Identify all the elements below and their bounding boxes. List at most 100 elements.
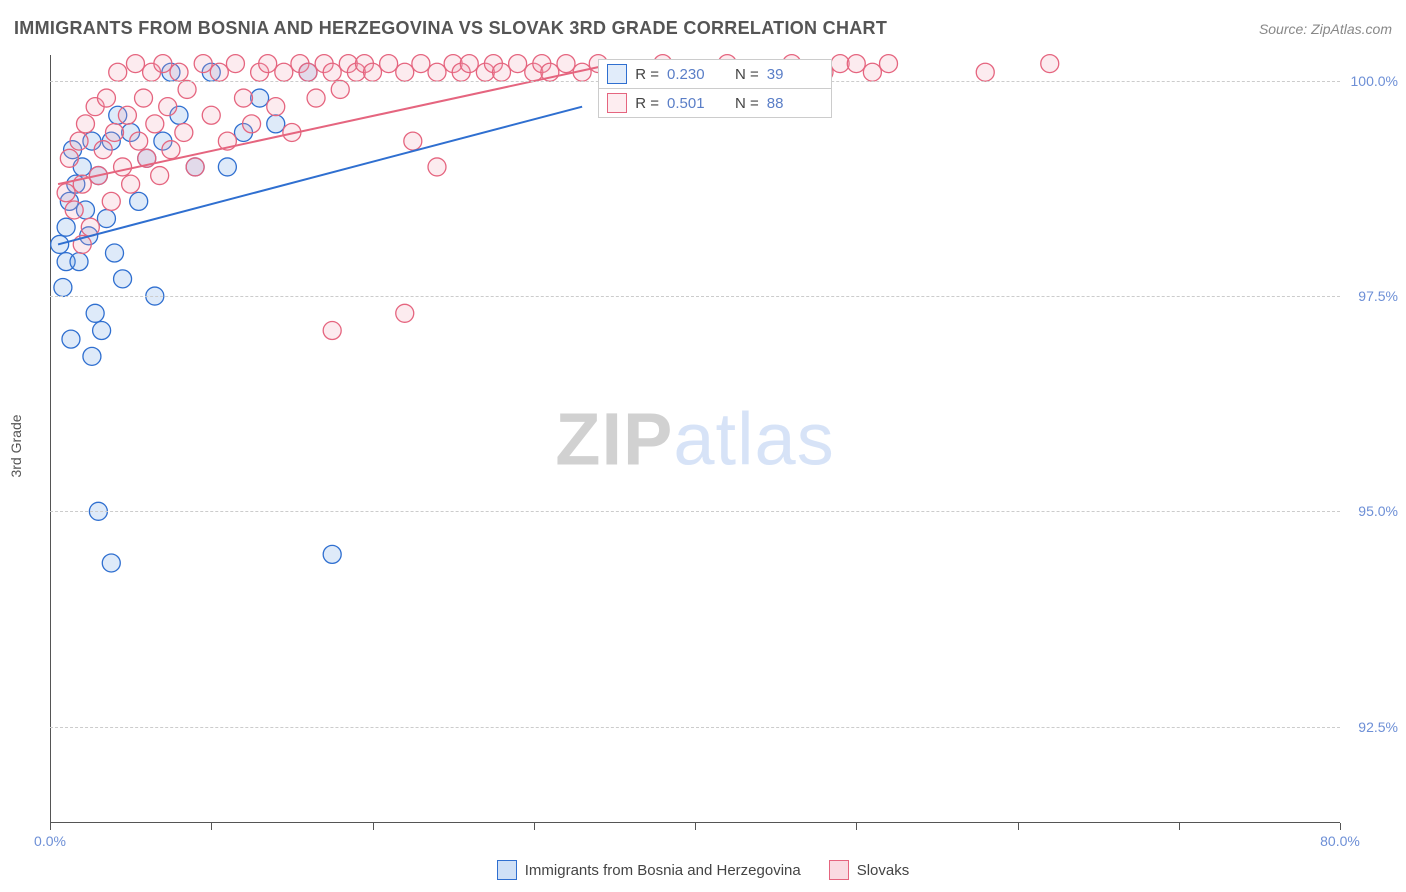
data-point xyxy=(102,192,120,210)
data-point xyxy=(323,545,341,563)
r-value: 0.230 xyxy=(667,66,719,83)
data-point xyxy=(83,347,101,365)
data-point xyxy=(60,149,78,167)
data-point xyxy=(412,55,430,73)
chart-svg xyxy=(50,55,1340,823)
x-tick-label: 80.0% xyxy=(1320,833,1360,849)
data-point xyxy=(106,123,124,141)
data-point xyxy=(380,55,398,73)
data-point xyxy=(557,55,575,73)
data-point xyxy=(94,141,112,159)
x-tick xyxy=(50,823,51,830)
r-value: 0.501 xyxy=(667,95,719,112)
data-point xyxy=(251,89,269,107)
legend-row: R = 0.501 N = 88 xyxy=(599,88,831,117)
data-point xyxy=(863,63,881,81)
source-name: ZipAtlas.com xyxy=(1311,21,1392,37)
gridline xyxy=(50,511,1340,512)
x-tick-label: 0.0% xyxy=(34,833,66,849)
data-point xyxy=(97,210,115,228)
r-label: R = xyxy=(635,95,659,112)
x-tick xyxy=(1018,823,1019,830)
legend-bottom: Immigrants from Bosnia and Herzegovina Sl… xyxy=(0,860,1406,884)
data-point xyxy=(428,63,446,81)
data-point xyxy=(976,63,994,81)
data-point xyxy=(114,270,132,288)
data-point xyxy=(154,55,172,73)
data-point xyxy=(146,115,164,133)
data-point xyxy=(331,80,349,98)
data-point xyxy=(151,167,169,185)
data-point xyxy=(106,244,124,262)
legend-label: Slovaks xyxy=(857,862,910,879)
data-point xyxy=(831,55,849,73)
data-point xyxy=(175,123,193,141)
data-point xyxy=(218,158,236,176)
data-point xyxy=(135,89,153,107)
data-point xyxy=(130,132,148,150)
data-point xyxy=(493,63,511,81)
data-point xyxy=(186,158,204,176)
data-point xyxy=(118,106,136,124)
legend-swatch xyxy=(497,860,517,880)
n-label: N = xyxy=(735,95,759,112)
y-tick-label: 95.0% xyxy=(1358,503,1398,519)
data-point xyxy=(202,106,220,124)
legend-swatch xyxy=(607,64,627,84)
data-point xyxy=(57,184,75,202)
data-point xyxy=(235,89,253,107)
data-point xyxy=(460,55,478,73)
gridline xyxy=(50,727,1340,728)
x-tick xyxy=(373,823,374,830)
data-point xyxy=(299,63,317,81)
x-tick xyxy=(534,823,535,830)
data-point xyxy=(162,141,180,159)
data-point xyxy=(307,89,325,107)
x-tick xyxy=(1179,823,1180,830)
data-point xyxy=(275,63,293,81)
n-value: 39 xyxy=(767,66,819,83)
x-tick xyxy=(211,823,212,830)
r-label: R = xyxy=(635,66,659,83)
data-point xyxy=(170,63,188,81)
data-point xyxy=(396,304,414,322)
data-point xyxy=(57,218,75,236)
data-point xyxy=(323,322,341,340)
scatter-plot-area: ZIPatlas 92.5%95.0%97.5%100.0%0.0%80.0%R… xyxy=(50,55,1340,823)
data-point xyxy=(364,63,382,81)
data-point xyxy=(210,63,228,81)
y-tick-label: 97.5% xyxy=(1358,288,1398,304)
data-point xyxy=(76,115,94,133)
data-point xyxy=(259,55,277,73)
n-value: 88 xyxy=(767,95,819,112)
data-point xyxy=(847,55,865,73)
data-point xyxy=(62,330,80,348)
data-point xyxy=(70,132,88,150)
legend-swatch xyxy=(829,860,849,880)
x-tick xyxy=(856,823,857,830)
correlation-legend: R = 0.230 N = 39 R = 0.501 N = 88 xyxy=(598,59,832,118)
data-point xyxy=(54,278,72,296)
data-point xyxy=(323,63,341,81)
legend-row: R = 0.230 N = 39 xyxy=(599,60,831,88)
data-point xyxy=(65,201,83,219)
legend-label: Immigrants from Bosnia and Herzegovina xyxy=(525,862,801,879)
data-point xyxy=(114,158,132,176)
data-point xyxy=(130,192,148,210)
data-point xyxy=(70,253,88,271)
source-prefix: Source: xyxy=(1259,21,1311,37)
data-point xyxy=(159,98,177,116)
y-tick-label: 92.5% xyxy=(1358,719,1398,735)
data-point xyxy=(1041,55,1059,73)
x-tick xyxy=(1340,823,1341,830)
data-point xyxy=(102,554,120,572)
data-point xyxy=(97,89,115,107)
n-label: N = xyxy=(735,66,759,83)
data-point xyxy=(243,115,261,133)
data-point xyxy=(509,55,527,73)
data-point xyxy=(86,304,104,322)
chart-title: IMMIGRANTS FROM BOSNIA AND HERZEGOVINA V… xyxy=(14,18,887,39)
data-point xyxy=(428,158,446,176)
source-credit: Source: ZipAtlas.com xyxy=(1259,21,1392,39)
y-axis-title: 3rd Grade xyxy=(8,414,24,477)
